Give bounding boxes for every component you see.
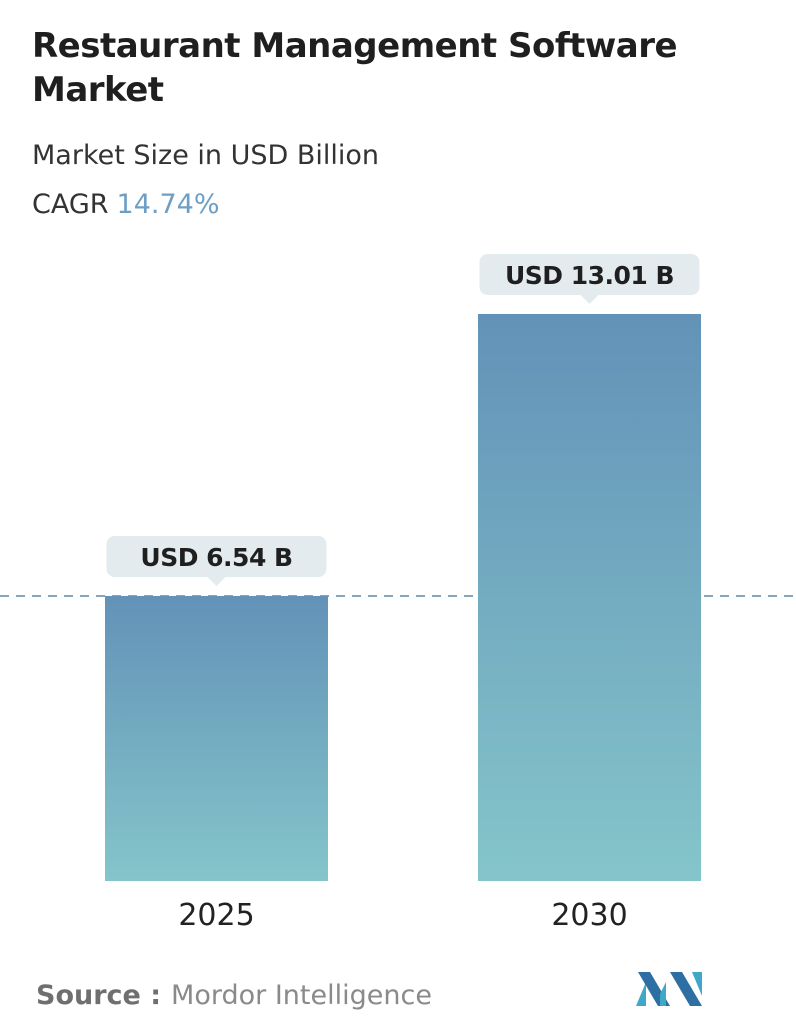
bar xyxy=(478,314,701,881)
value-label-box xyxy=(479,254,700,295)
value-label-box xyxy=(106,535,327,577)
chart-subtitle: Market Size in USD Billion xyxy=(32,140,380,171)
cagr: CAGR 14.74% xyxy=(32,189,219,220)
x-tick-label: 2025 xyxy=(178,898,254,933)
value-label: USD 13.01 B xyxy=(505,261,674,290)
x-tick-label: 2030 xyxy=(551,898,627,933)
bar xyxy=(105,595,328,881)
chart-title: Restaurant Management Software Market xyxy=(32,26,678,110)
logo xyxy=(636,972,702,1006)
source: Source : Mordor Intelligence xyxy=(36,980,432,1011)
source-name: Mordor Intelligence xyxy=(171,980,432,1011)
value-label: USD 6.54 B xyxy=(140,543,292,572)
value-label-pointer xyxy=(207,576,226,586)
cagr-label: CAGR xyxy=(32,189,109,220)
source-label: Source : xyxy=(36,980,162,1011)
cagr-value: 14.74% xyxy=(116,189,220,220)
value-label-pointer xyxy=(580,295,599,304)
